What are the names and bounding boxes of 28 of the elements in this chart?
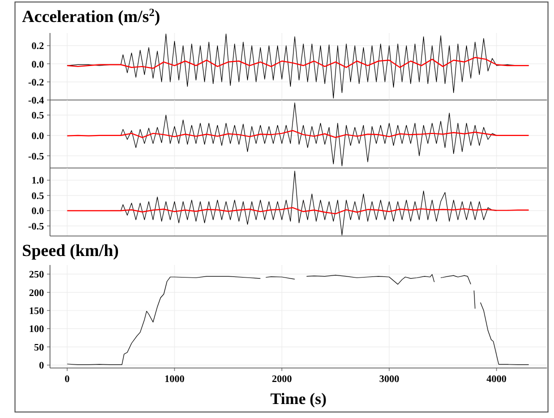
y-tick-label: 0.0 [32, 59, 44, 70]
y-tick-label: 50 [34, 342, 44, 354]
chart-title: Acceleration (m/s$^{2}$) [22, 7, 160, 26]
x-tick-label: 4000 [486, 374, 507, 385]
x-tick-label: 2000 [272, 374, 292, 385]
y-tick-label: 0.0 [32, 130, 44, 142]
y-tick-label: -0.5 [28, 151, 44, 162]
x-tick-label: 1000 [164, 374, 185, 385]
y-tick-label: 100 [29, 324, 44, 336]
y-tick-label: 200 [29, 288, 44, 299]
line-series [66, 207, 530, 214]
y-tick-label: 250 [29, 270, 44, 281]
y-tick-label: -0.5 [28, 221, 44, 232]
y-tick-label: 0.5 [32, 190, 44, 202]
y-tick-label: 0.2 [32, 41, 44, 52]
x-tick-label: 0 [64, 374, 70, 385]
line-series [66, 56, 530, 69]
y-tick-label: 1.0 [32, 176, 44, 187]
x-axis-title: Time (s) [270, 391, 327, 408]
y-tick-label: -0.2 [28, 77, 44, 88]
line-series [66, 130, 530, 138]
x-tick-label: 3000 [379, 374, 400, 385]
y-tick-label: -0.4 [28, 96, 44, 106]
y-tick-label: 150 [29, 306, 44, 317]
chart-title: Speed (km/h) [22, 241, 119, 260]
y-tick-label: 0.5 [32, 110, 44, 122]
y-tick-label: 0 [39, 360, 44, 372]
y-tick-label: 0.0 [32, 206, 44, 218]
